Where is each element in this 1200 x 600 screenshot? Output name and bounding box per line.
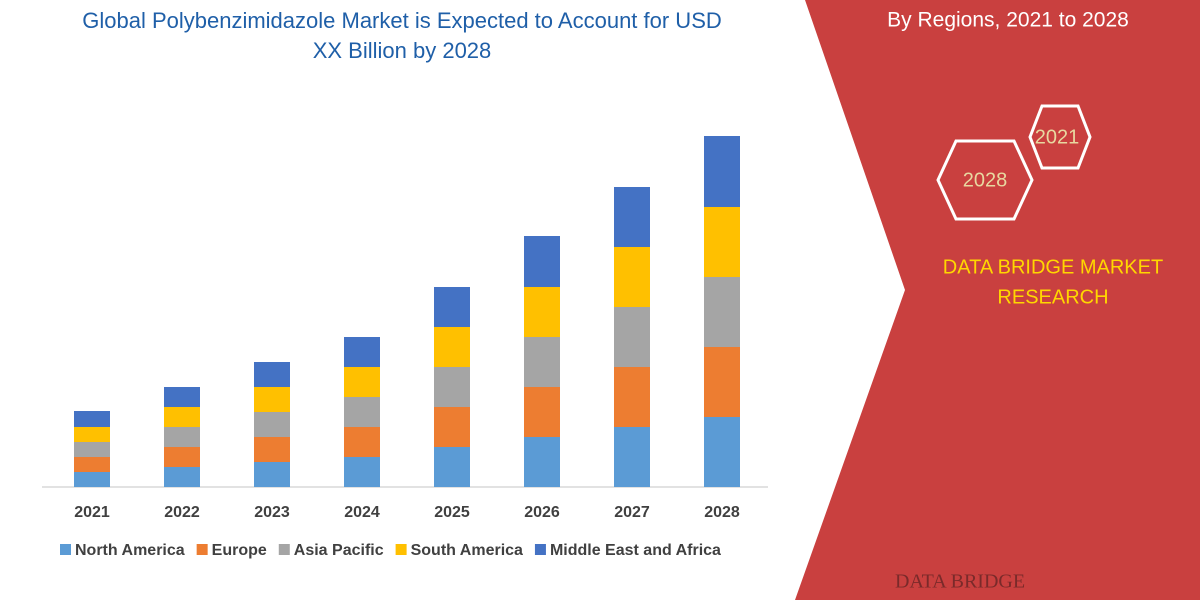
x-tick-label: 2028 (704, 504, 740, 521)
bar-segment (254, 462, 290, 487)
hexagon (1028, 104, 1092, 170)
bar-segment (524, 287, 560, 337)
brand-text: DATA BRIDGE MARKET (943, 256, 1163, 278)
legend-label: North America (75, 542, 185, 559)
bar-segment (164, 467, 200, 487)
bar-segment (614, 187, 650, 247)
bar-segment (434, 407, 470, 447)
bar-segment (344, 367, 380, 397)
bar-segment (74, 472, 110, 487)
bar-segment (74, 411, 110, 427)
bar-segment (524, 437, 560, 487)
x-tick-label: 2027 (614, 504, 650, 521)
x-tick-label: 2023 (254, 504, 290, 521)
bar-segment (704, 207, 740, 277)
legend-swatch (395, 544, 407, 555)
bar-segment (614, 307, 650, 367)
bar-segment (704, 277, 740, 347)
bar-segment (164, 427, 200, 447)
bar-segment (74, 442, 110, 457)
hexagon (936, 139, 1034, 221)
bar-segment (614, 367, 650, 427)
bar-segment (254, 362, 290, 387)
bar-segment (164, 387, 200, 407)
hex-label: 2028 (963, 169, 1008, 191)
bar-segment (74, 457, 110, 472)
x-tick-label: 2024 (344, 504, 380, 521)
panel-subtitle: By Regions, 2021 to 2028 (887, 9, 1129, 32)
legend-swatch (196, 544, 208, 555)
x-tick-label: 2022 (164, 504, 200, 521)
bar-segment (254, 387, 290, 412)
bar-segment (254, 437, 290, 462)
bar-segment (164, 447, 200, 467)
bar-segment (614, 247, 650, 307)
x-tick-label: 2025 (434, 504, 470, 521)
logo-text: DATA BRIDGE (895, 571, 1025, 593)
legend-label: South America (411, 542, 523, 559)
bar-segment (74, 427, 110, 442)
legend-label: Europe (212, 542, 267, 559)
brand-text: RESEARCH (997, 286, 1108, 308)
bar-segment (614, 427, 650, 487)
x-tick-label: 2026 (524, 504, 560, 521)
bar-segment (704, 417, 740, 487)
bar-segment (524, 387, 560, 437)
hex-label: 2021 (1035, 126, 1080, 148)
legend-swatch (534, 544, 546, 555)
x-tick-label: 2021 (74, 504, 110, 521)
bar-segment (434, 287, 470, 327)
legend-swatch (278, 544, 290, 555)
bar-segment (164, 407, 200, 427)
bar-segment (344, 427, 380, 457)
bar-segment (434, 367, 470, 407)
bar-segment (434, 327, 470, 367)
chart-title: Global Polybenzimidazole Market is Expec… (82, 8, 722, 63)
legend-label: Asia Pacific (294, 542, 384, 559)
bar-segment (344, 337, 380, 367)
side-panel (795, 0, 1200, 600)
bar-segment (524, 337, 560, 387)
legend-label: Middle East and Africa (550, 542, 721, 559)
bar-segment (344, 457, 380, 487)
bar-segment (704, 347, 740, 417)
bar-segment (344, 397, 380, 427)
bar-segment (434, 447, 470, 487)
bar-segment (704, 136, 740, 207)
legend-swatch (60, 544, 71, 555)
bar-segment (254, 412, 290, 437)
bar-segment (524, 236, 560, 287)
